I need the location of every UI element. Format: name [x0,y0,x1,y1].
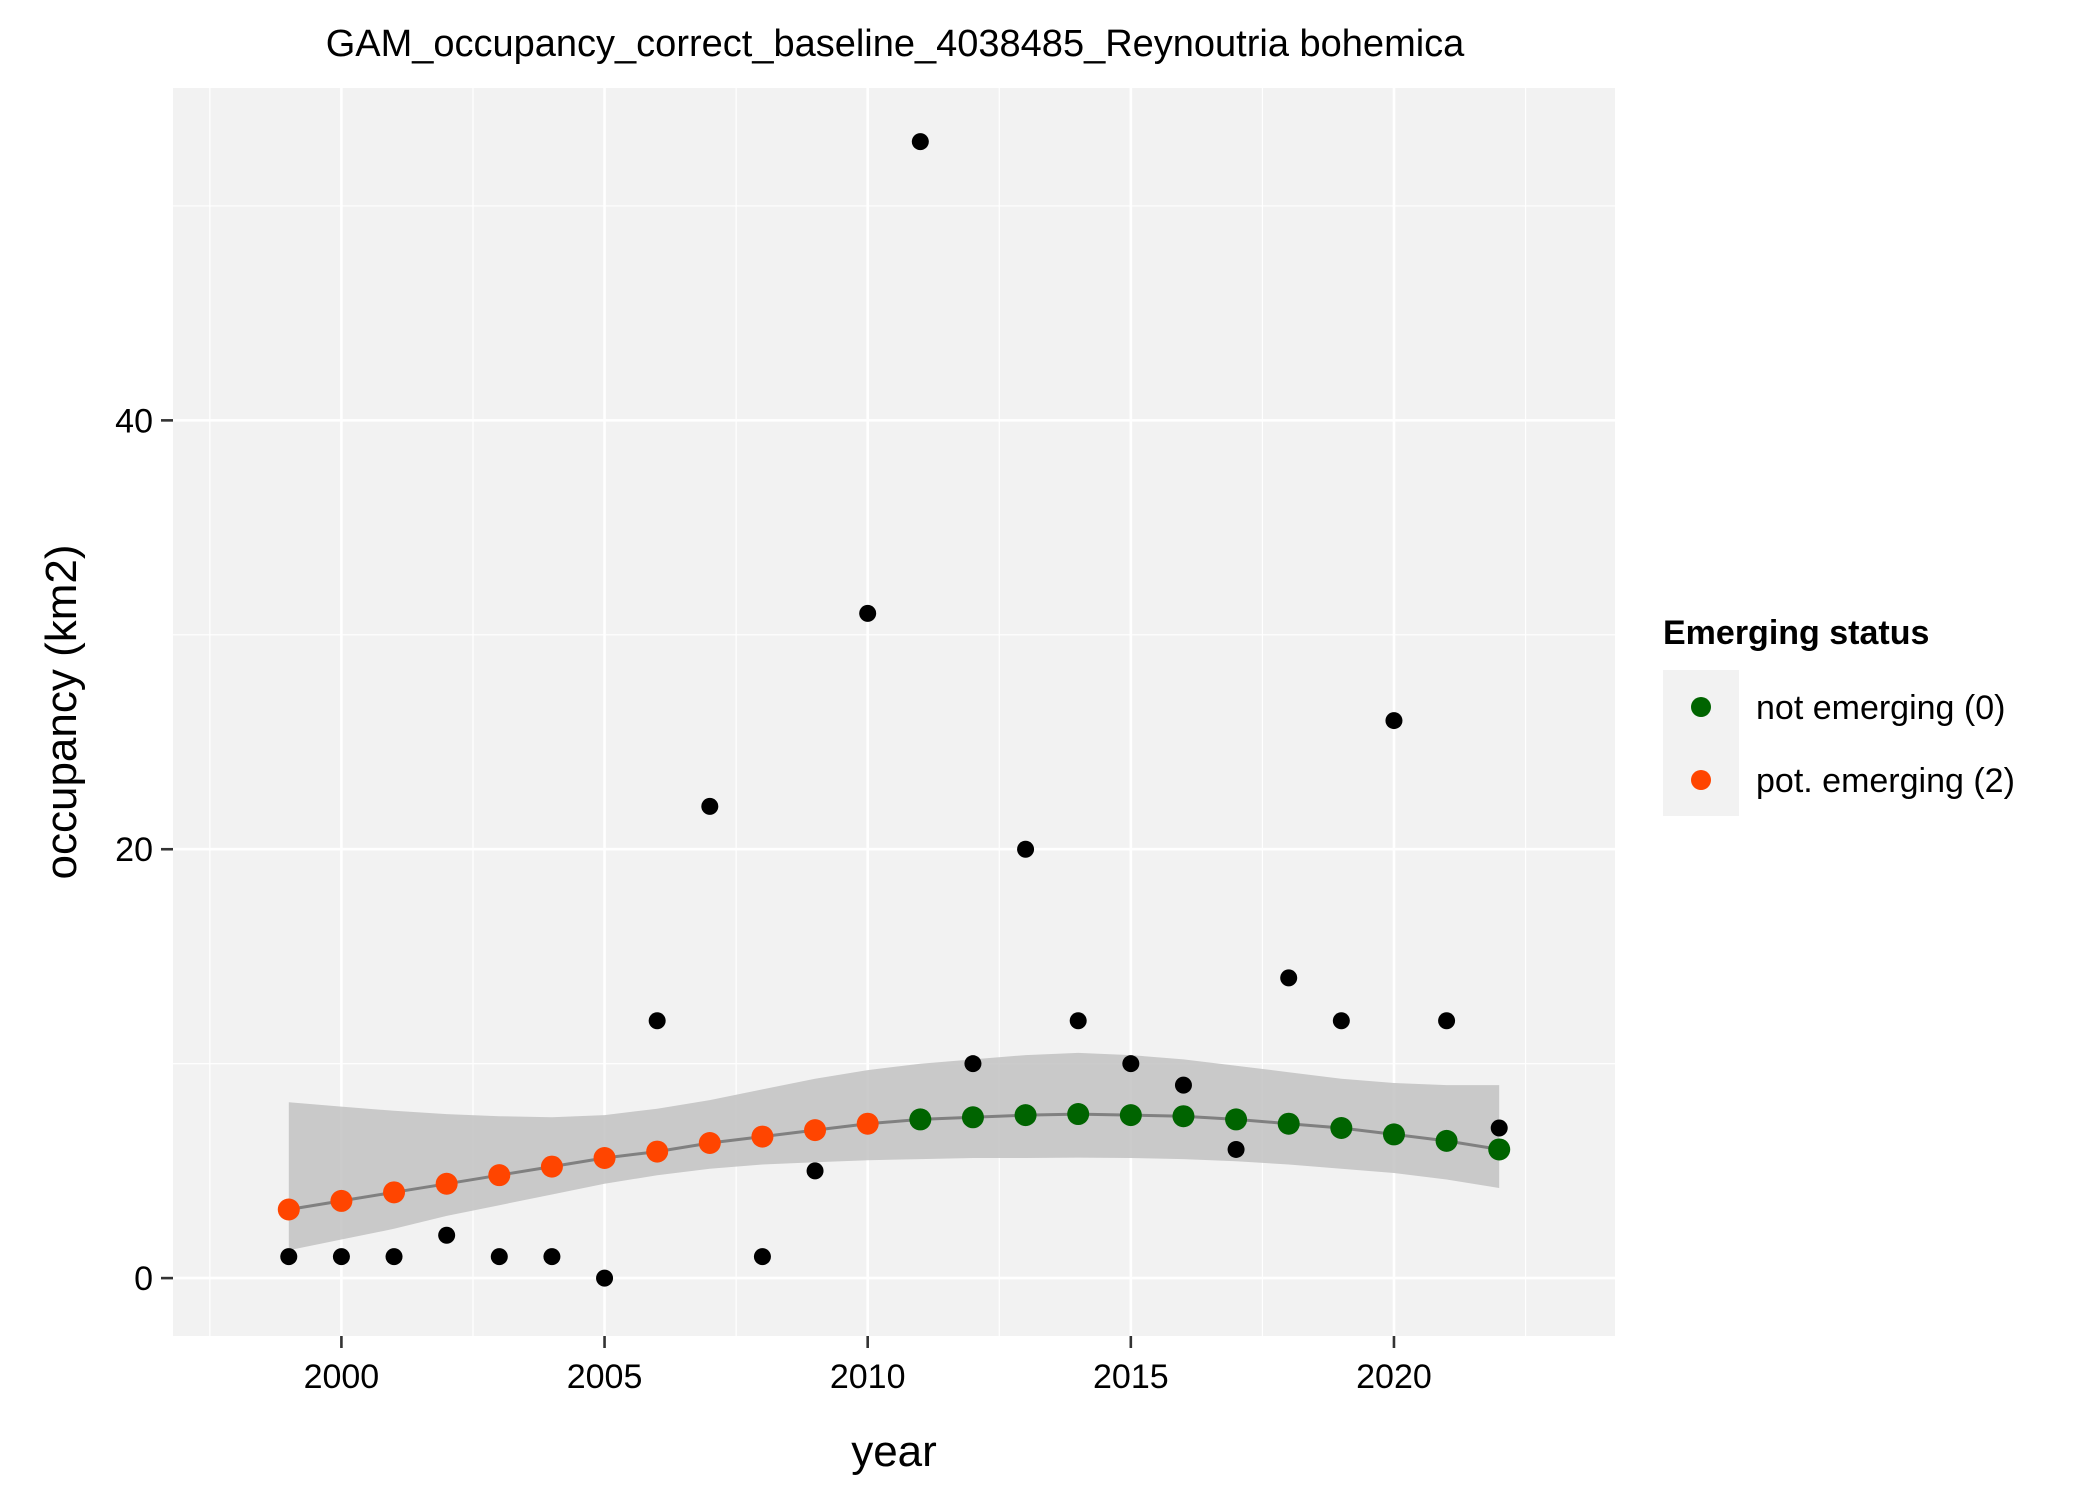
observed-point [1122,1055,1140,1073]
observed-point [753,1248,771,1266]
grid-minor [173,88,1615,1336]
fitted-point [277,1198,300,1221]
observed-point [648,1012,666,1030]
y-axis-title: occupancy (km2) [37,544,86,879]
observed-point [596,1269,614,1287]
observed-point [1332,1012,1350,1030]
x-tick-label: 2010 [830,1358,906,1396]
legend-key-not-emerging [1691,697,1711,717]
observed-point [701,797,719,815]
observed-point [1490,1119,1508,1137]
observed-point [859,604,877,622]
legend-key-background [1663,670,1739,816]
observed-point [1069,1012,1087,1030]
fitted-point [383,1181,406,1204]
legend-key-pot-emerging [1691,770,1711,790]
y-tick-label: 40 [115,402,153,440]
observed-point [490,1248,508,1266]
fitted-point [646,1140,669,1163]
fitted-point [1330,1117,1353,1139]
fitted-point [1172,1105,1195,1128]
observed-point [1280,969,1298,987]
x-axis-title: year [851,1427,937,1476]
fitted-point [1382,1123,1405,1146]
fitted-point [1277,1112,1300,1135]
chart-title: GAM_occupancy_correct_baseline_4038485_R… [326,23,1465,65]
x-tick-label: 2000 [304,1358,380,1396]
fitted-point [1435,1129,1458,1152]
fitted-point [593,1147,616,1170]
observed-point [280,1248,298,1266]
fitted-point [488,1164,511,1187]
y-tick-label: 0 [134,1260,153,1298]
observed-point [964,1055,982,1073]
observed-point [1438,1012,1456,1030]
x-tick-label: 2015 [1093,1358,1169,1396]
fitted-point [804,1119,827,1142]
confidence-ribbon [288,1052,1500,1251]
observed-point [911,133,929,151]
fitted-point [1488,1138,1511,1161]
observed-point [1227,1140,1245,1158]
legend: Emerging status not emerging (0) pot. em… [1663,614,2015,816]
observed-points [280,133,1508,1287]
observed-point [1385,712,1403,730]
fitted-point [1014,1104,1037,1127]
observed-point [332,1248,350,1266]
fitted-point [961,1106,984,1129]
legend-label-not-emerging: not emerging (0) [1756,689,2005,727]
legend-label-pot-emerging: pot. emerging (2) [1756,762,2015,800]
observed-point [1174,1076,1192,1094]
observed-point [438,1226,456,1244]
x-tick-label: 2005 [567,1358,643,1396]
fitted-point [1225,1108,1248,1131]
fitted-point [1067,1103,1090,1126]
fitted-point [856,1112,879,1135]
x-tick-label: 2020 [1356,1358,1432,1396]
legend-title: Emerging status [1663,614,1929,652]
fitted-point [751,1125,774,1148]
x-axis: 2000 2005 2010 2015 2020 [304,1336,1432,1396]
observed-point [385,1248,403,1266]
y-axis: 0 20 40 [115,402,173,1298]
observed-point [1017,840,1035,858]
fitted-point [540,1155,563,1178]
fitted-point [1119,1104,1142,1127]
fitted-points [277,1103,1511,1221]
observed-point [806,1162,824,1180]
fitted-point [435,1172,458,1195]
fitted-point [330,1189,353,1212]
fitted-point [698,1132,721,1155]
fitted-point [909,1108,932,1131]
y-tick-label: 20 [115,831,153,869]
observed-point [543,1248,561,1266]
